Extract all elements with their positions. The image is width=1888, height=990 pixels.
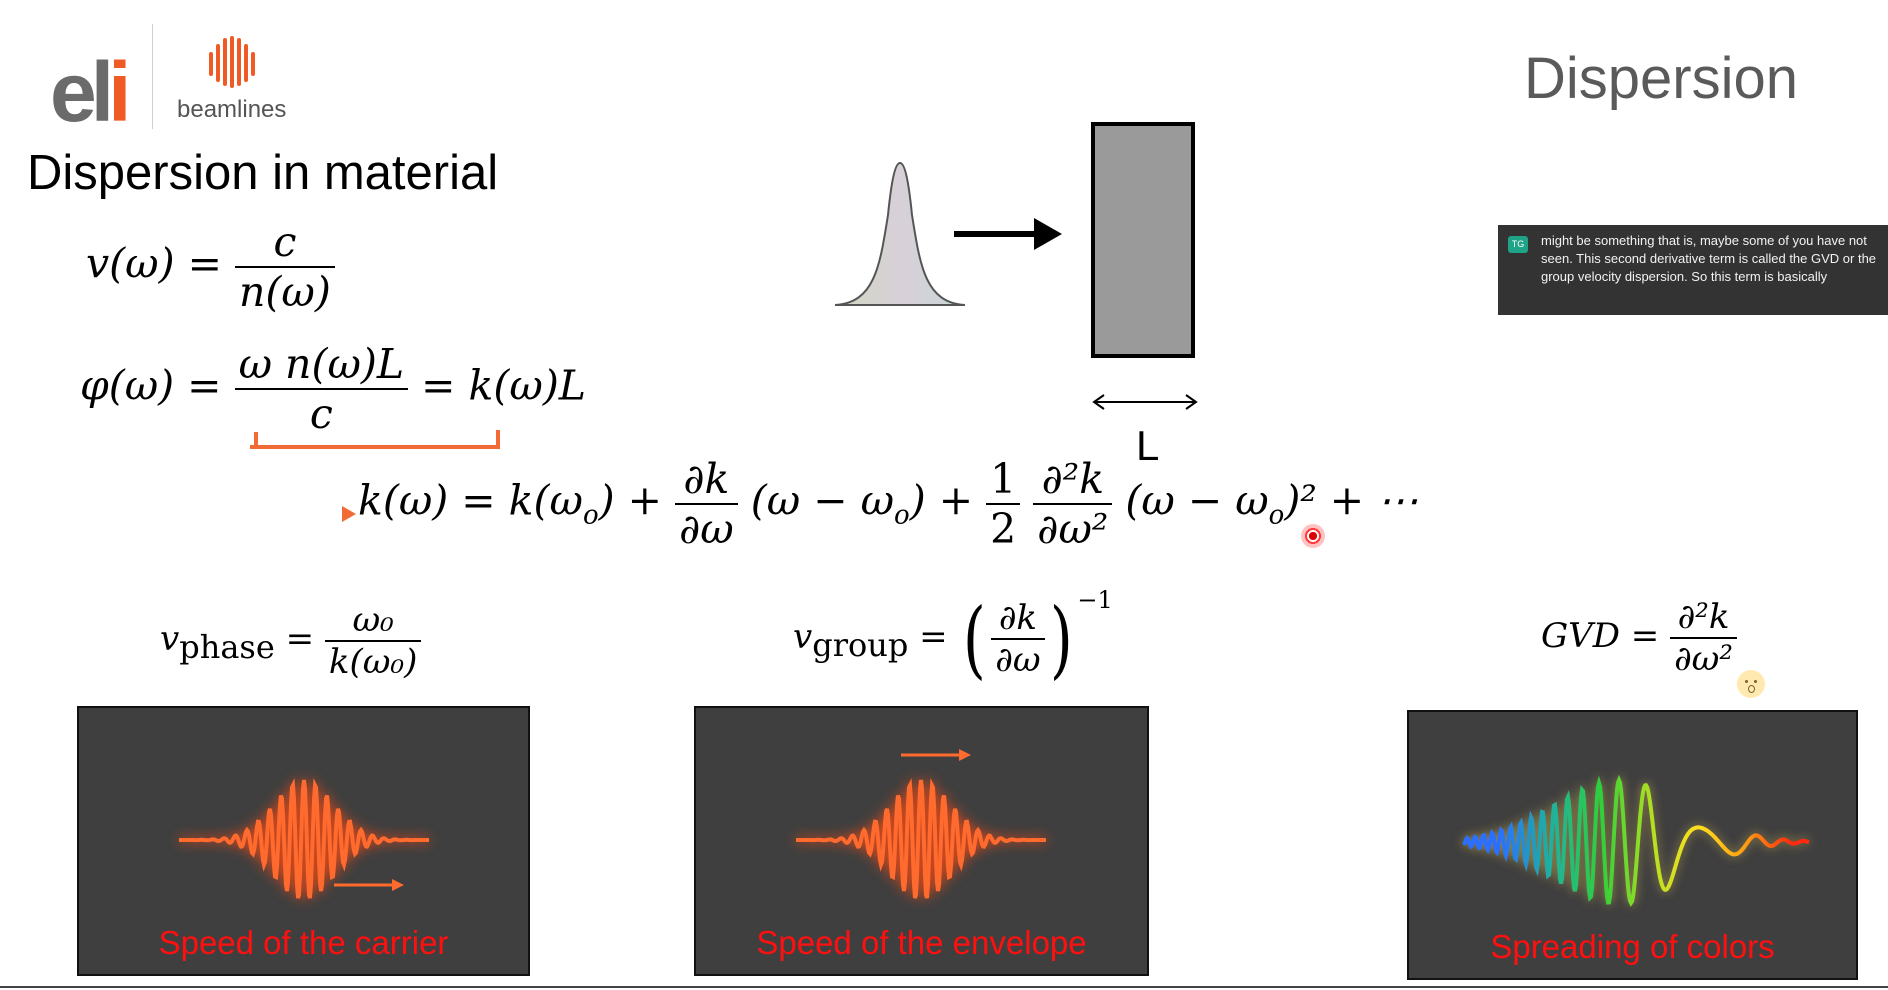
beamlines-logo-icon [209,36,255,88]
eli-logo: eli [50,50,132,134]
slide-header: Dispersion [1524,46,1798,111]
taylor-term2-close: )² + ⋯ [1284,476,1419,525]
taylor-term2-sub: o [1268,500,1285,531]
velocity-denominator: n(ω) [239,268,331,316]
envelope-wave-graphic [796,749,1046,899]
logo-text-accent: i [108,45,131,139]
live-caption-text: might be something that is, maybe some o… [1541,233,1877,284]
half-den: 2 [990,505,1017,553]
group-velocity-den: ∂ω [995,640,1041,680]
group-v-eq: = [919,617,948,657]
fraction-bar [1033,503,1113,505]
eye [1745,680,1748,683]
taylor-term1-sub: o [894,500,910,531]
bottom-rule [0,986,1888,988]
second-derivative-den: ∂ω² [1037,505,1109,553]
taylor-term1-close: ) + [909,476,974,525]
logo-subtitle: beamlines [177,96,287,123]
velocity-equation: v(ω) = c n(ω) [86,218,335,316]
velocity-lhs: v(ω) = [86,239,222,288]
velocity-numerator: c [273,218,297,266]
half-fraction: 1 2 [986,455,1021,553]
gvd-num: ∂²k [1677,597,1730,637]
first-derivative-den: ∂ω [679,505,734,553]
second-derivative-num: ∂²k [1041,455,1105,503]
taylor-term1: (ω − ω [750,476,895,525]
length-label: L [1136,422,1160,469]
phase-numerator: ω n(ω)L [238,340,405,388]
taylor-expansion: k(ω) = k(ωo) + ∂k ∂ω (ω − ωo) + 1 2 ∂²k … [358,455,1418,553]
envelope-video-panel[interactable]: Speed of the envelope [694,706,1149,976]
length-arrow [1092,394,1198,410]
gvd-fraction: ∂²k ∂ω² [1670,597,1738,679]
pulse-shape [834,161,966,306]
logo-divider [152,24,153,129]
propagation-arrow [954,218,1062,250]
envelope-caption: Speed of the envelope [756,924,1087,961]
surprised-face-icon [1737,670,1765,698]
group-v: v [793,617,813,657]
velocity-fraction: c n(ω) [235,218,335,316]
laser-pointer-icon [1301,524,1325,548]
connector-top [256,430,500,449]
phase-rhs: = k(ω)L [421,361,587,410]
phase-velocity-equation: vphase = ω₀ k(ω₀) [160,600,422,682]
group-v-sub: group [812,625,909,664]
gvd-lhs: GVD = [1541,616,1660,656]
live-caption-box [1498,225,1888,315]
phase-v: v [160,619,180,659]
group-exponent: −1 [1077,586,1113,614]
taylor-lhs-sub: o [582,500,599,531]
spreading-video-panel[interactable]: Spreading of colors [1407,710,1858,980]
phase-v-eq: = [285,619,315,659]
taylor-lhs: k(ω) = k(ω [358,476,583,525]
first-derivative: ∂k ∂ω [675,455,738,553]
left-paren: ( [963,590,987,688]
phase-denominator: c [309,390,333,438]
spreading-caption: Spreading of colors [1490,928,1775,965]
group-velocity-equation: vgroup = ( ∂k ∂ω ) −1 [793,586,1113,681]
carrier-wave-graphic [179,777,429,899]
gvd-den: ∂ω² [1674,639,1734,679]
mouth [1748,685,1755,693]
group-velocity-num: ∂k [998,598,1038,638]
gvd-equation: GVD = ∂²k ∂ω² [1541,597,1738,679]
chirped-wave-graphic [1462,774,1810,907]
phase-fraction: ω n(ω)L c [234,340,409,438]
carrier-video-panel[interactable]: Speed of the carrier [77,706,530,976]
half-num: 1 [990,455,1017,503]
fraction-bar [235,266,335,268]
first-derivative-num: ∂k [683,455,730,503]
material-block [1091,122,1195,358]
phase-velocity-fraction: ω₀ k(ω₀) [324,600,422,682]
phase-velocity-num: ω₀ [352,600,394,640]
phase-v-sub: phase [179,627,275,666]
taylor-term2: (ω − ω [1125,476,1269,525]
phase-lhs: φ(ω) = [80,361,222,410]
carrier-caption: Speed of the carrier [158,924,449,961]
connector-arrow [250,432,356,522]
group-velocity-fraction: ∂k ∂ω [991,598,1045,680]
right-paren: ) [1049,590,1073,688]
fraction-bar [675,503,738,505]
fraction-bar [324,640,422,642]
fraction-bar [1670,637,1738,639]
second-derivative: ∂²k ∂ω² [1033,455,1113,553]
speaker-avatar: TG [1508,236,1528,253]
fraction-bar [986,503,1021,505]
fraction-bar [991,638,1045,640]
section-title: Dispersion in material [27,146,499,200]
taylor-lhs-close: ) + [598,476,663,525]
eye [1754,680,1757,683]
phase-equation: φ(ω) = ω n(ω)L c = k(ω)L [80,340,586,438]
fraction-bar [234,388,409,390]
logo-text-main: el [50,45,114,139]
phase-velocity-den: k(ω₀) [328,642,418,682]
